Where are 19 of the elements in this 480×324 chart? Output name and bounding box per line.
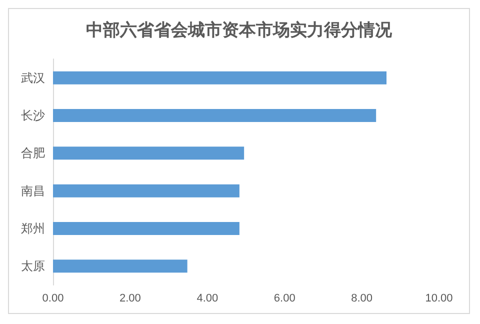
x-tick-label: 8.00 bbox=[351, 292, 373, 304]
bar bbox=[53, 222, 240, 235]
x-tick-label: 10.00 bbox=[425, 292, 453, 304]
y-tick-label: 郑州 bbox=[21, 222, 45, 236]
bar bbox=[53, 184, 240, 198]
bar bbox=[53, 146, 244, 160]
x-tick-label: 6.00 bbox=[274, 292, 296, 304]
y-tick-label: 长沙 bbox=[21, 108, 45, 122]
x-tick-label: 0.00 bbox=[42, 292, 64, 304]
x-tick-label: 2.00 bbox=[119, 292, 141, 304]
x-tick-label: 4.00 bbox=[196, 292, 218, 304]
chart-title: 中部六省省会城市资本市场实力得分情况 bbox=[86, 20, 393, 40]
bar bbox=[53, 109, 376, 122]
y-tick-label: 南昌 bbox=[21, 184, 45, 198]
y-tick-label: 太原 bbox=[21, 259, 45, 274]
bar bbox=[53, 71, 387, 84]
y-tick-label: 合肥 bbox=[21, 146, 45, 160]
y-tick-label: 武汉 bbox=[21, 70, 45, 85]
bar bbox=[53, 260, 188, 273]
